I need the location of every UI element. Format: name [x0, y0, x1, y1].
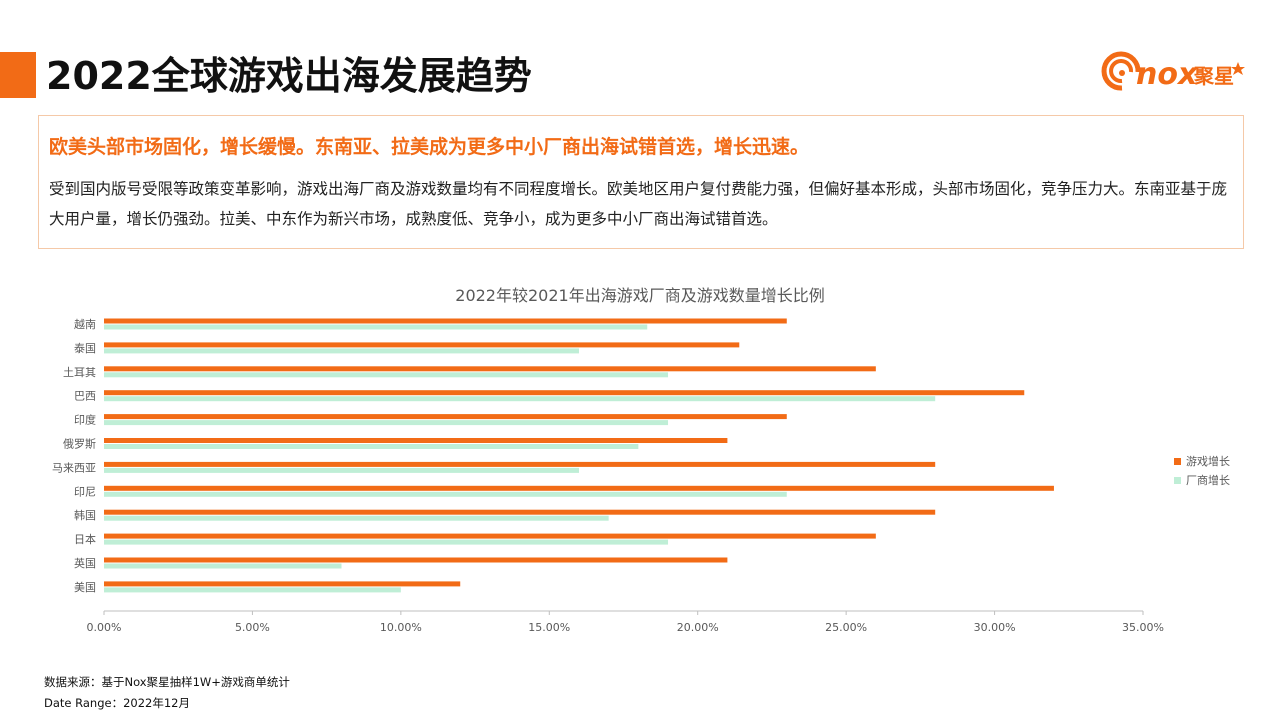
logo-wordmark: nox — [1136, 57, 1198, 92]
bar-game-growth — [104, 318, 787, 324]
bar-vendor-growth — [104, 420, 669, 426]
bar-game-growth — [104, 485, 1054, 491]
x-tick-label: 35.00% — [1122, 621, 1164, 634]
x-tick-label: 30.00% — [974, 621, 1016, 634]
bar-game-growth — [104, 533, 876, 539]
bar-game-growth — [104, 414, 787, 420]
bar-vendor-growth — [104, 467, 579, 473]
bar-game-growth — [104, 390, 1025, 396]
bar-game-growth — [104, 342, 740, 348]
bars-layer — [104, 318, 1054, 593]
date-range-note: Date Range：2022年12月 — [44, 696, 190, 710]
page-title: 2022全球游戏出海发展趋势 — [46, 54, 532, 98]
bar-game-growth — [104, 438, 728, 443]
category-label: 土耳其 — [63, 366, 96, 379]
bar-vendor-growth — [104, 491, 787, 497]
category-label: 日本 — [74, 532, 96, 546]
title-accent-bar — [0, 52, 36, 98]
chart-svg: 2022年较2021年出海游戏厂商及游戏数量增长比例 越南泰国土耳其巴西印度俄罗… — [52, 286, 1230, 634]
x-tick-label: 10.00% — [380, 621, 422, 634]
bar-vendor-growth — [104, 324, 648, 330]
logo-chinese-name: 聚星 — [1194, 64, 1234, 88]
category-label: 巴西 — [74, 390, 96, 403]
bar-vendor-growth — [104, 396, 936, 402]
x-tick-label: 15.00% — [528, 621, 570, 634]
category-label: 韩国 — [74, 508, 96, 522]
bar-vendor-growth — [104, 372, 669, 378]
x-tick-label: 5.00% — [235, 621, 270, 634]
x-tick-label: 25.00% — [825, 621, 867, 634]
legend-label: 厂商增长 — [1186, 473, 1230, 487]
data-source-note: 数据来源：基于Nox聚星抽样1W+游戏商单统计 — [44, 675, 290, 689]
legend-swatch — [1174, 458, 1181, 465]
nox-logo: nox 聚星 — [1098, 50, 1248, 100]
chart-title: 2022年较2021年出海游戏厂商及游戏数量增长比例 — [455, 286, 824, 305]
bar-vendor-growth — [104, 515, 609, 521]
growth-bar-chart: 2022年较2021年出海游戏厂商及游戏数量增长比例 越南泰国土耳其巴西印度俄罗… — [0, 270, 1280, 650]
category-label: 印度 — [74, 413, 96, 427]
bar-vendor-growth — [104, 348, 579, 354]
bar-vendor-growth — [104, 563, 342, 569]
category-label: 印尼 — [74, 485, 96, 498]
x-tick-label: 20.00% — [677, 621, 719, 634]
legend-label: 游戏增长 — [1186, 454, 1230, 468]
legend-swatch — [1174, 477, 1181, 484]
category-label: 泰国 — [74, 341, 96, 355]
bar-game-growth — [104, 366, 876, 372]
bar-vendor-growth — [104, 444, 639, 449]
category-label: 越南 — [74, 317, 96, 331]
bar-game-growth — [104, 581, 461, 587]
bar-vendor-growth — [104, 539, 669, 545]
category-label: 马来西亚 — [52, 461, 96, 474]
x-tick-label: 0.00% — [87, 621, 122, 634]
bar-game-growth — [104, 557, 728, 563]
category-label: 英国 — [74, 556, 96, 570]
bar-game-growth — [104, 509, 936, 515]
summary-body: 受到国内版号受限等政策变革影响，游戏出海厂商及游戏数量均有不同程度增长。欧美地区… — [49, 180, 1228, 228]
nox-logo-icon — [1101, 51, 1245, 91]
category-label: 俄罗斯 — [63, 438, 96, 451]
summary-box: 欧美头部市场固化，增长缓慢。东南亚、拉美成为更多中小厂商出海试错首选，增长迅速。… — [38, 115, 1244, 249]
category-label: 美国 — [74, 581, 96, 594]
bar-vendor-growth — [104, 587, 401, 593]
summary-headline: 欧美头部市场固化，增长缓慢。东南亚、拉美成为更多中小厂商出海试错首选，增长迅速。 — [49, 136, 810, 158]
bar-game-growth — [104, 461, 936, 467]
